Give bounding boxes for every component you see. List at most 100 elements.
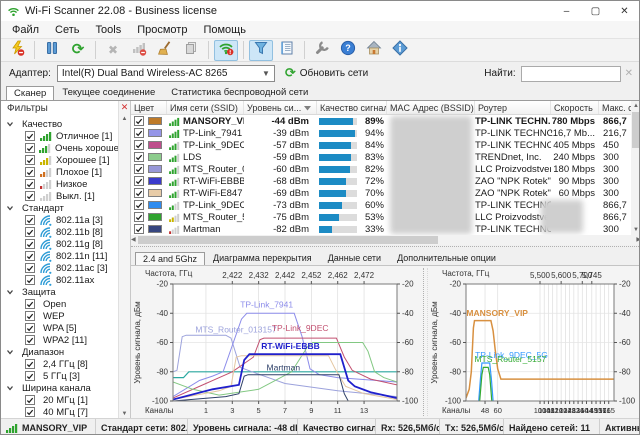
filter-checkbox[interactable]: [25, 143, 35, 153]
row-checkbox[interactable]: [134, 176, 144, 186]
table-row-5[interactable]: RT-WiFi-EBBB-68 dBm72%ZAO "NPK Rotek"90 …: [131, 175, 640, 187]
scroll-up-icon[interactable]: ▲: [122, 114, 128, 124]
filter-checkbox[interactable]: [25, 179, 35, 189]
filter-item[interactable]: 802.11ac [3]: [1, 262, 118, 274]
filter-item[interactable]: Низкое: [1, 178, 118, 190]
filter-item[interactable]: 802.11ax: [1, 274, 118, 286]
row-checkbox[interactable]: [134, 212, 144, 222]
tab-1[interactable]: Текущее соединение: [54, 85, 163, 100]
filter-checkbox[interactable]: [25, 215, 35, 225]
chevron-down-icon[interactable]: [6, 348, 14, 356]
clear-button[interactable]: [153, 40, 177, 61]
scroll-track[interactable]: [119, 124, 130, 409]
scroll-left-icon[interactable]: ◀: [131, 235, 136, 245]
copy-button[interactable]: [179, 40, 203, 61]
filter-button[interactable]: [249, 40, 273, 61]
column-header-1[interactable]: Имя сети (SSID): [167, 101, 244, 114]
filter-item[interactable]: 2,4 ГГц [8]: [1, 358, 118, 370]
menu-item-0[interactable]: Файл: [4, 23, 47, 37]
table-row-4[interactable]: MTS_Router_013...-60 dBm82%LLC Proizvods…: [131, 163, 640, 175]
filter-group-2[interactable]: Защита: [1, 286, 118, 298]
filter-item[interactable]: 5 ГГц [3]: [1, 370, 118, 382]
column-header-6[interactable]: Скорость: [551, 101, 599, 114]
menu-item-4[interactable]: Помощь: [195, 23, 254, 37]
filter-checkbox[interactable]: [25, 131, 35, 141]
column-header-5[interactable]: Роутер: [475, 101, 551, 114]
filter-checkbox[interactable]: [25, 251, 35, 261]
column-header-0[interactable]: Цвет: [131, 101, 167, 114]
column-header-3[interactable]: Качество сигнала: [317, 101, 387, 114]
home-button[interactable]: [362, 40, 386, 61]
menu-item-1[interactable]: Сеть: [47, 23, 87, 37]
filter-item[interactable]: 802.11n [11]: [1, 250, 118, 262]
delete-button[interactable]: ✖: [101, 40, 125, 61]
scroll-down-icon[interactable]: ▼: [633, 225, 639, 235]
menu-item-2[interactable]: Tools: [88, 23, 130, 37]
filter-panel-close-icon[interactable]: ✕: [121, 101, 129, 114]
filter-item[interactable]: 802.11b [8]: [1, 226, 118, 238]
rescan-button[interactable]: ⟳: [66, 40, 90, 61]
row-checkbox[interactable]: [134, 200, 144, 210]
column-header-2[interactable]: Уровень си...: [244, 101, 317, 114]
filter-item[interactable]: WPA [5]: [1, 322, 118, 334]
filter-checkbox[interactable]: [25, 191, 35, 201]
table-row-2[interactable]: TP-Link_9DEC-57 dBm84%TP-LINK TECHNOL...…: [131, 139, 640, 151]
filter-item[interactable]: 802.11g [8]: [1, 238, 118, 250]
row-checkbox[interactable]: [134, 128, 144, 138]
filter-item[interactable]: 802.11a [3]: [1, 214, 118, 226]
chart-tab-1[interactable]: Диаграмма перекрытия: [205, 251, 320, 265]
table-row-1[interactable]: TP-Link_7941-39 dBm94%TP-LINK TECHNOL...…: [131, 127, 640, 139]
filter-group-0[interactable]: Качество: [1, 118, 118, 130]
scroll-thumb[interactable]: [138, 236, 438, 244]
scroll-up-icon[interactable]: ▲: [633, 101, 639, 111]
filter-checkbox[interactable]: [25, 335, 35, 345]
about-button[interactable]: [388, 40, 412, 61]
help-button[interactable]: ?: [336, 40, 360, 61]
chevron-down-icon[interactable]: [6, 288, 14, 296]
chevron-down-icon[interactable]: [6, 384, 14, 392]
filter-item[interactable]: Выкл. [1]: [1, 190, 118, 202]
close-button[interactable]: ✕: [610, 1, 639, 21]
table-row-6[interactable]: RT-WiFi-E847-69 dBm70%ZAO "NPK Rotek"60 …: [131, 187, 640, 199]
filter-checkbox[interactable]: [25, 167, 35, 177]
maximize-button[interactable]: ▢: [581, 1, 610, 21]
chevron-down-icon[interactable]: [6, 204, 14, 212]
menu-item-3[interactable]: Просмотр: [129, 23, 195, 37]
filter-item[interactable]: Open: [1, 298, 118, 310]
filter-checkbox[interactable]: [25, 359, 35, 369]
row-checkbox[interactable]: [134, 140, 144, 150]
filter-group-1[interactable]: Стандарт: [1, 202, 118, 214]
clear-search-icon[interactable]: ✕: [625, 68, 633, 79]
filter-checkbox[interactable]: [25, 311, 35, 321]
chevron-down-icon[interactable]: [6, 120, 14, 128]
filter-item[interactable]: Плохое [1]: [1, 166, 118, 178]
signal-stop-button[interactable]: [127, 40, 151, 61]
filter-checkbox[interactable]: [25, 275, 35, 285]
filter-item[interactable]: Очень хорошее [7]: [1, 142, 118, 154]
chart-tab-3[interactable]: Дополнительные опции: [389, 251, 504, 265]
filter-item[interactable]: WEP: [1, 310, 118, 322]
search-input[interactable]: [521, 66, 621, 82]
filter-panel-scrollbar[interactable]: ✕ ▲ ▼: [118, 101, 130, 419]
filter-item[interactable]: Хорошее [1]: [1, 154, 118, 166]
filter-checkbox[interactable]: [25, 323, 35, 333]
filter-checkbox[interactable]: [25, 407, 35, 417]
scroll-right-icon[interactable]: ▶: [636, 235, 640, 245]
scroll-thumb[interactable]: [632, 112, 640, 148]
settings-button[interactable]: [310, 40, 334, 61]
row-checkbox[interactable]: [134, 152, 144, 162]
adapter-select[interactable]: Intel(R) Dual Band Wireless-AC 8265 ▼: [57, 65, 275, 82]
filter-checkbox[interactable]: [25, 155, 35, 165]
pause-button[interactable]: [40, 40, 64, 61]
row-checkbox[interactable]: [134, 116, 144, 126]
filter-item[interactable]: WPA2 [11]: [1, 334, 118, 346]
filter-checkbox[interactable]: [25, 227, 35, 237]
row-checkbox[interactable]: [134, 224, 144, 234]
filter-item[interactable]: Отличное [1]: [1, 130, 118, 142]
filter-checkbox[interactable]: [25, 263, 35, 273]
table-horizontal-scrollbar[interactable]: ◀▶: [131, 235, 640, 245]
log-button[interactable]: [275, 40, 299, 61]
tab-0[interactable]: Сканер: [6, 86, 54, 101]
filter-group-3[interactable]: Диапазон: [1, 346, 118, 358]
refresh-networks-button[interactable]: ⟳ Обновить сети: [285, 66, 368, 81]
